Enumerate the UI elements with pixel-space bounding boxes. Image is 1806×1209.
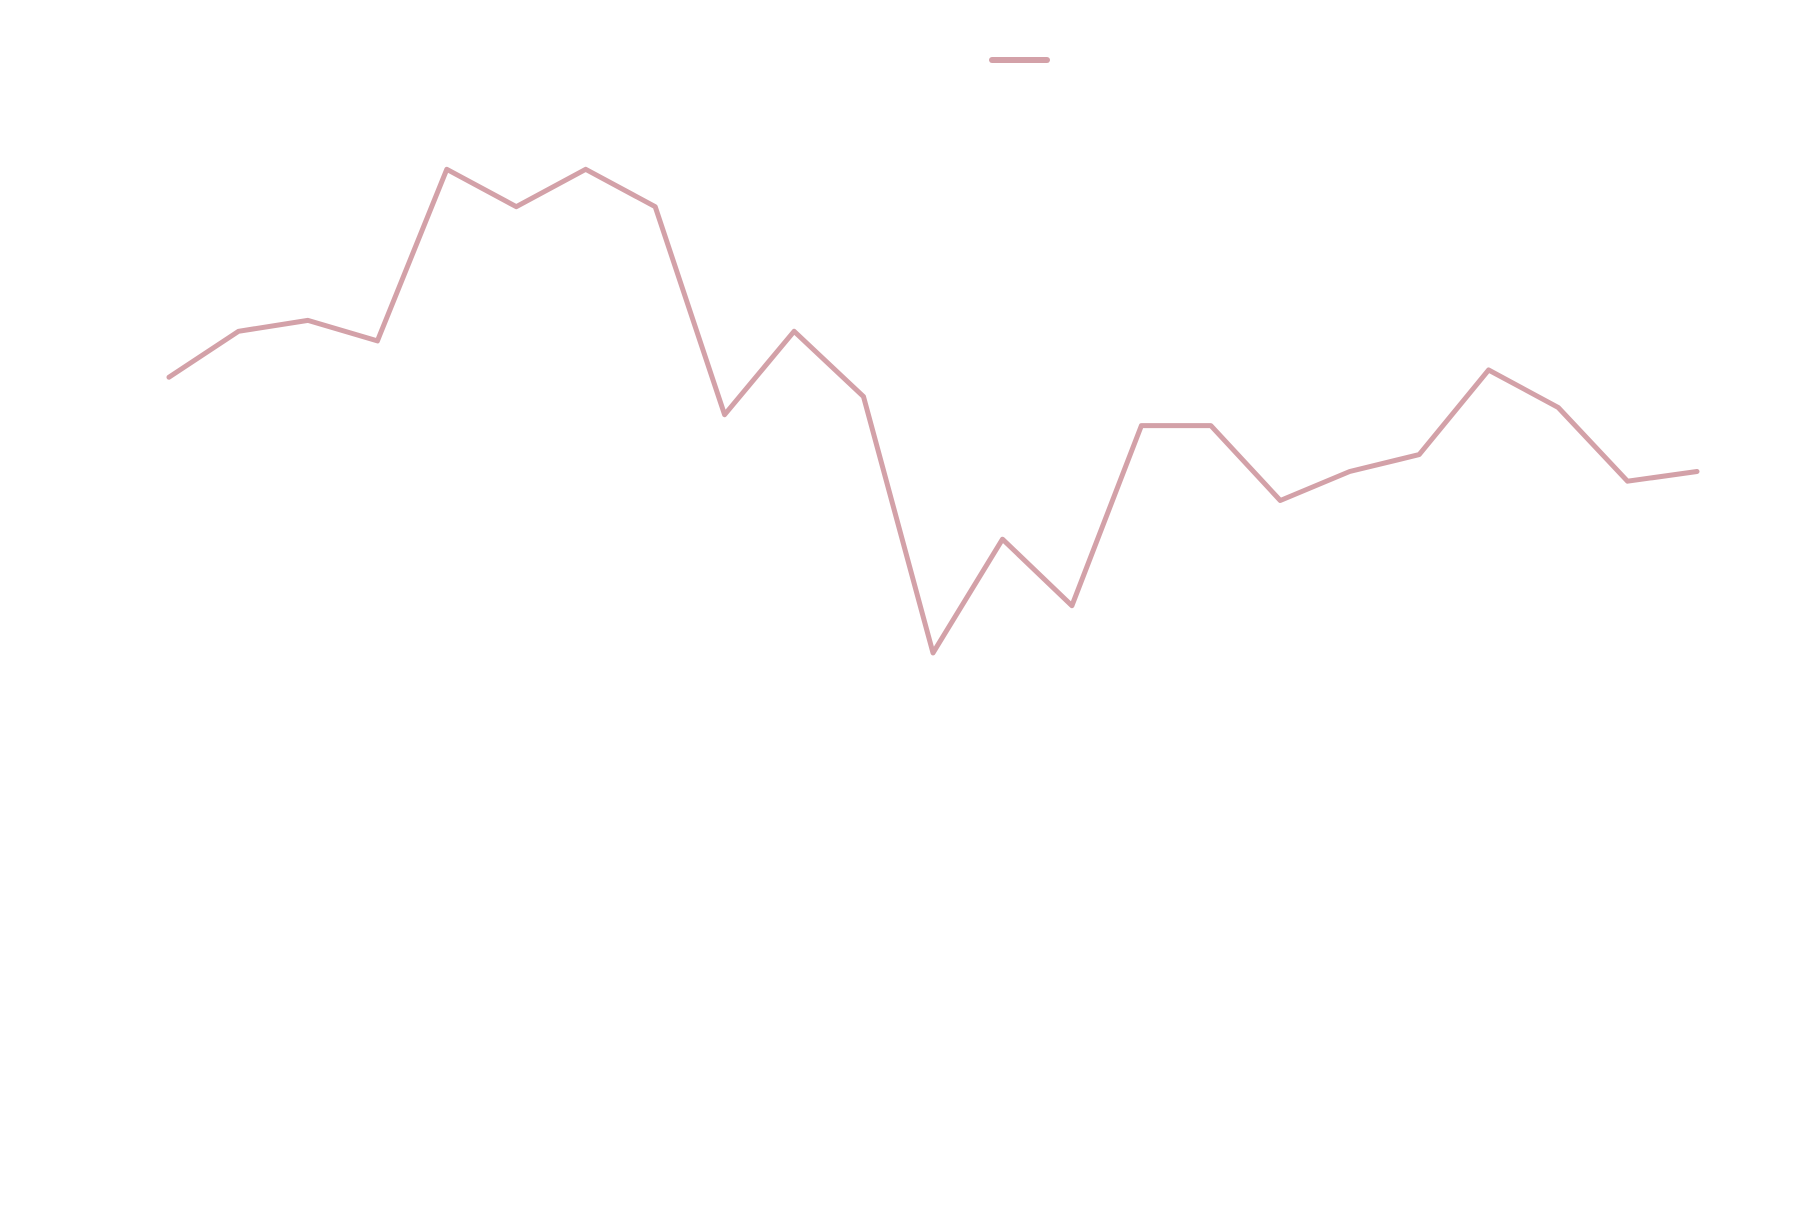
line-series (166, 166, 1700, 656)
